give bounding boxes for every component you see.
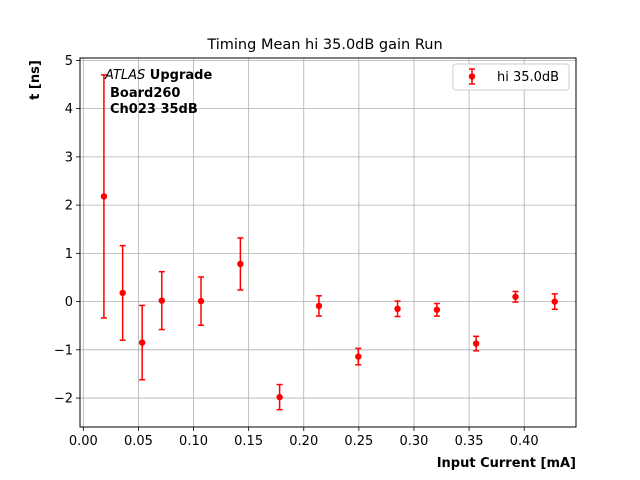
data-point [512,293,519,300]
data-point [472,340,480,347]
data-point [315,302,323,310]
y-axis-ticks: −2 −1 0 1 2 3 4 5 [54,54,80,407]
data-point [355,353,362,360]
y-tick-label: 1 [65,247,73,262]
plot-frame [79,57,577,428]
annotation-channel: Ch023 35dB [110,102,198,117]
data-point [158,297,165,304]
x-tick-label: 0.05 [124,434,153,449]
annotation-line-1: ATLAS Upgrade [104,68,212,83]
data-point [394,305,401,313]
data-point [237,260,244,268]
x-tick-label: 0.25 [344,434,373,449]
x-tick-label: 0.10 [179,434,208,449]
annotation-upgrade: Upgrade [145,68,212,83]
y-axis-label: t [ns] [28,60,43,100]
data-point [276,393,283,401]
x-tick-label: 0.30 [399,434,428,449]
data-point [551,298,558,305]
x-tick-label: 0.35 [455,434,484,449]
annotation-board: Board260 [110,86,180,101]
data-point [433,306,441,313]
legend: hi 35.0dB [452,63,570,91]
y-tick-label: 2 [65,199,73,214]
data-points [100,193,558,401]
y-tick-label: −2 [54,392,73,407]
data-point [138,339,146,346]
atlas-annotation: ATLAS Upgrade Board260 Ch023 35dB [104,68,212,117]
data-point [100,193,108,200]
x-axis-ticks: 0.00 0.05 0.10 0.15 0.20 0.25 0.30 0.35 0.40 [69,427,539,449]
legend-label: hi 35.0dB [497,70,559,85]
y-tick-label: 5 [65,54,73,69]
x-tick-label: 0.15 [234,434,263,449]
y-tick-label: −1 [54,343,73,358]
x-tick-label: 0.40 [510,434,539,449]
x-axis-label: Input Current [mA] [437,456,576,471]
y-tick-label: 0 [65,295,73,310]
y-tick-label: 4 [65,102,73,117]
annotation-atlas: ATLAS [104,68,145,83]
legend-marker [468,73,476,80]
error-bars [100,74,558,411]
data-point [197,297,205,305]
x-tick-label: 0.20 [289,434,318,449]
legend-box [452,63,570,91]
chart-title: Timing Mean hi 35.0dB gain Run [206,37,442,53]
y-tick-label: 3 [65,150,73,165]
data-point [119,289,126,297]
x-tick-label: 0.00 [69,434,98,449]
